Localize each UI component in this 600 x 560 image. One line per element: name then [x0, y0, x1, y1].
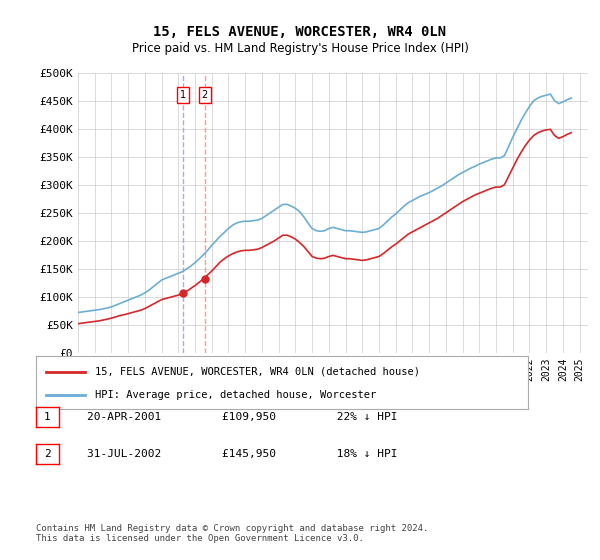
- Text: 31-JUL-2002         £145,950         18% ↓ HPI: 31-JUL-2002 £145,950 18% ↓ HPI: [60, 449, 398, 459]
- Text: Contains HM Land Registry data © Crown copyright and database right 2024.
This d: Contains HM Land Registry data © Crown c…: [36, 524, 428, 543]
- Text: HPI: Average price, detached house, Worcester: HPI: Average price, detached house, Worc…: [95, 390, 376, 400]
- Text: 2: 2: [202, 90, 208, 100]
- Text: 1: 1: [44, 412, 51, 422]
- Text: 15, FELS AVENUE, WORCESTER, WR4 0LN: 15, FELS AVENUE, WORCESTER, WR4 0LN: [154, 25, 446, 39]
- Text: 15, FELS AVENUE, WORCESTER, WR4 0LN (detached house): 15, FELS AVENUE, WORCESTER, WR4 0LN (det…: [95, 367, 420, 376]
- Text: 1: 1: [180, 90, 187, 100]
- Text: Price paid vs. HM Land Registry's House Price Index (HPI): Price paid vs. HM Land Registry's House …: [131, 42, 469, 55]
- Text: 2: 2: [44, 449, 51, 459]
- Text: 20-APR-2001         £109,950         22% ↓ HPI: 20-APR-2001 £109,950 22% ↓ HPI: [60, 412, 398, 422]
